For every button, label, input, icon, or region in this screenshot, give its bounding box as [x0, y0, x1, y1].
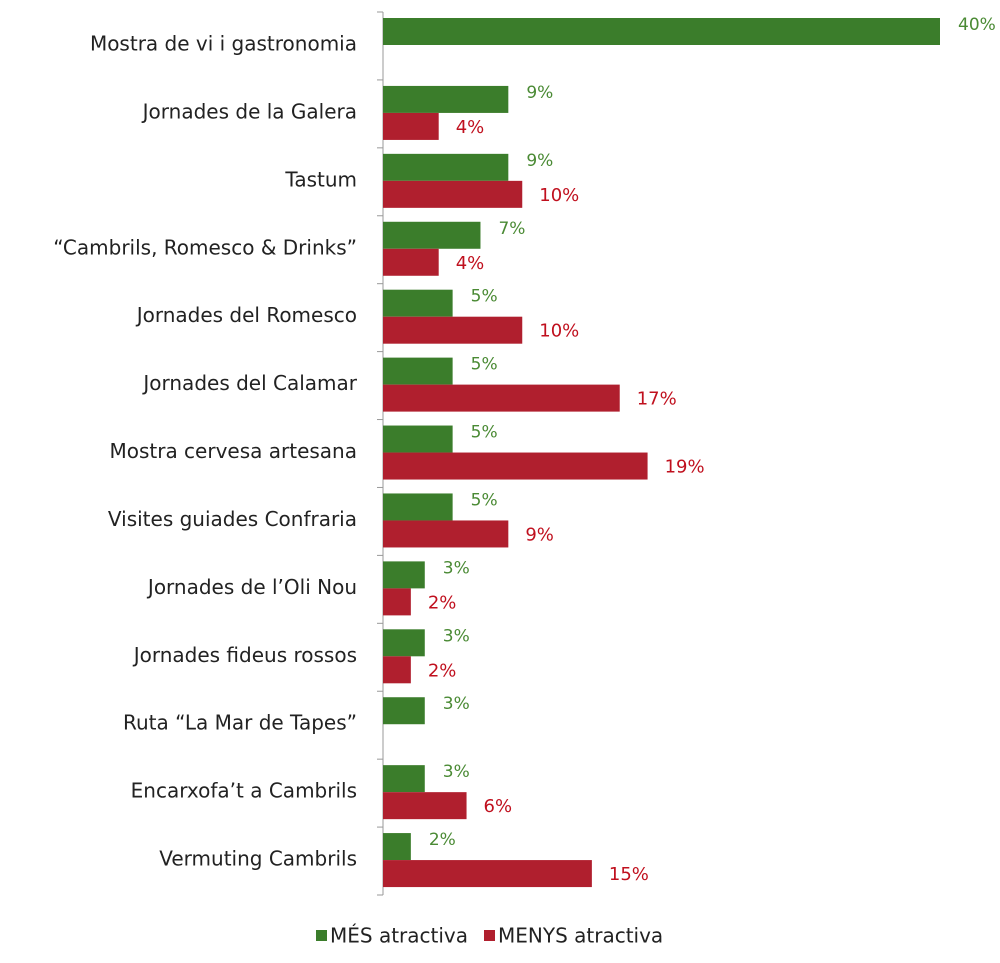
- data-label: 7%: [498, 219, 525, 239]
- data-label: 9%: [526, 83, 553, 103]
- bar: [383, 180, 523, 208]
- category-label: Ruta “La Mar de Tapes”: [123, 711, 357, 735]
- bar: [383, 452, 648, 480]
- bar: [383, 697, 425, 725]
- category-label: Jornades fideus rossos: [132, 643, 357, 667]
- bar: [383, 248, 439, 276]
- data-label: 3%: [443, 626, 470, 646]
- bar: [383, 765, 425, 793]
- category-label: Mostra cervesa artesana: [109, 439, 357, 463]
- data-label: 5%: [471, 355, 498, 375]
- bar: [383, 493, 453, 521]
- category-label: “Cambrils, Romesco & Drinks”: [53, 235, 357, 259]
- data-label: 2%: [428, 660, 457, 681]
- bar: [383, 153, 509, 181]
- data-label: 15%: [609, 864, 649, 885]
- category-label: Jornades del Calamar: [141, 371, 357, 395]
- legend-swatch: [484, 930, 495, 941]
- data-label: 10%: [539, 321, 579, 342]
- data-label: 9%: [526, 151, 553, 171]
- data-label: 10%: [539, 185, 579, 206]
- bar: [383, 860, 592, 888]
- bar: [383, 384, 620, 412]
- bar: [383, 629, 425, 657]
- bar: [383, 520, 509, 548]
- bar: [383, 833, 411, 861]
- data-label: 3%: [443, 762, 470, 782]
- data-label: 17%: [637, 389, 677, 410]
- data-label: 6%: [484, 796, 513, 817]
- data-label: 5%: [471, 423, 498, 443]
- legend-swatch: [316, 930, 327, 941]
- data-label: 5%: [471, 287, 498, 307]
- data-label: 9%: [525, 524, 554, 545]
- bar: [383, 316, 523, 344]
- bar: [383, 85, 509, 113]
- bar: [383, 792, 467, 820]
- bar: [383, 221, 481, 249]
- category-label: Jornades del Romesco: [135, 303, 357, 327]
- bar: [383, 289, 453, 317]
- data-label: 2%: [428, 592, 457, 613]
- data-label: 3%: [443, 558, 470, 578]
- bar: [383, 425, 453, 453]
- bar: [383, 18, 940, 45]
- data-label: 3%: [443, 694, 470, 714]
- category-label: Jornades de la Galera: [141, 99, 357, 123]
- legend-label: MENYS atractiva: [498, 924, 663, 948]
- data-label: 40%: [958, 15, 996, 35]
- data-label: 2%: [429, 830, 456, 850]
- category-label: Vermuting Cambrils: [159, 847, 357, 871]
- bar: [383, 561, 425, 589]
- bar: [383, 357, 453, 385]
- data-label: 5%: [471, 490, 498, 510]
- category-label: Visites guiades Confraria: [108, 507, 357, 531]
- category-label: Encarxofa’t a Cambrils: [131, 779, 357, 803]
- bar: [383, 112, 439, 140]
- data-label: 4%: [456, 117, 485, 138]
- category-label: Jornades de l’Oli Nou: [146, 575, 357, 599]
- category-label: Tastum: [284, 167, 357, 191]
- data-label: 19%: [665, 457, 705, 478]
- bar: [383, 656, 411, 684]
- category-label: Mostra de vi i gastronomia: [90, 32, 357, 56]
- legend-label: MÉS atractiva: [330, 924, 468, 948]
- data-label: 4%: [456, 253, 485, 274]
- bar: [383, 588, 411, 616]
